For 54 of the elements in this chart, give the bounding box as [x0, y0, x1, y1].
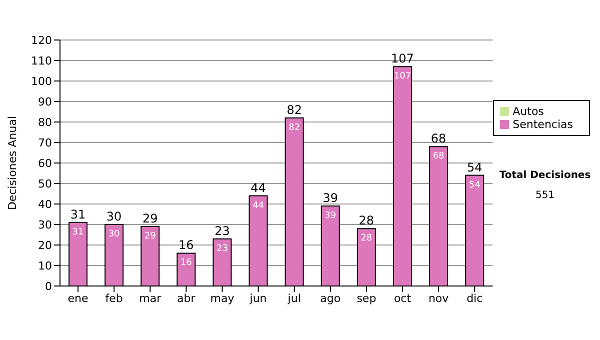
text: 551: [534, 190, 556, 201]
x-tick-label: sep: [356, 292, 376, 305]
text: Total Decisiones: [498, 170, 592, 181]
total-label: 54: [466, 160, 482, 174]
x-tick-label: mar: [139, 292, 162, 305]
y-tick-label: 0: [45, 280, 52, 293]
data-label: 23: [216, 244, 228, 254]
total-label: 68: [430, 132, 446, 146]
x-tick-label: oct: [394, 292, 412, 305]
y-tick-label: 80: [38, 116, 52, 129]
data-label: 82: [288, 122, 300, 133]
y-axis-title: Decisiones Anual: [6, 116, 19, 210]
legend-label: Autos: [512, 105, 544, 118]
data-label: 16: [180, 258, 192, 268]
x-tick-label: jun: [248, 292, 267, 305]
x-tick-label: jul: [286, 292, 301, 305]
data-label: 44: [252, 200, 264, 211]
total-label: 23: [214, 224, 230, 238]
y-tick-label: 90: [38, 95, 52, 108]
legend-label: Sentencias: [512, 118, 573, 131]
data-label: 68: [432, 152, 445, 162]
y-tick-label: 110: [31, 54, 52, 68]
y-tick-label: 70: [38, 136, 52, 150]
y-tick-label: 40: [38, 198, 52, 211]
y-tick-label: 60: [38, 156, 52, 170]
x-tick-label: dic: [466, 292, 483, 305]
x-tick-label: may: [210, 292, 235, 305]
data-label: 28: [360, 234, 372, 244]
y-tick-label: 50: [38, 177, 52, 190]
x-tick-label: abr: [177, 292, 196, 305]
x-tick-label: ago: [320, 292, 341, 305]
data-label: 39: [324, 211, 336, 222]
x-tick-label: ene: [68, 292, 89, 305]
data-label: 31: [72, 227, 84, 238]
data-label: 107: [394, 72, 412, 82]
total-label: 82: [286, 102, 302, 117]
total-label: 107: [391, 52, 414, 66]
y-tick-label: 30: [38, 218, 52, 232]
data-label: 30: [108, 230, 120, 240]
x-tick-label: nov: [428, 292, 450, 305]
total-label: 31: [70, 207, 86, 222]
total-label: 44: [250, 180, 266, 195]
total-label: 29: [142, 212, 158, 226]
y-tick-label: 10: [38, 259, 52, 272]
y-tick-label: 120: [31, 34, 52, 47]
data-label: 54: [468, 180, 481, 190]
total-label: 39: [322, 191, 338, 206]
data-label: 29: [144, 232, 156, 242]
y-tick-label: 100: [31, 74, 52, 88]
x-tick-label: feb: [105, 292, 123, 305]
total-label: 16: [178, 238, 194, 252]
y-tick-label: 20: [38, 238, 52, 252]
total-label: 30: [106, 210, 122, 224]
total-label: 28: [358, 214, 374, 228]
